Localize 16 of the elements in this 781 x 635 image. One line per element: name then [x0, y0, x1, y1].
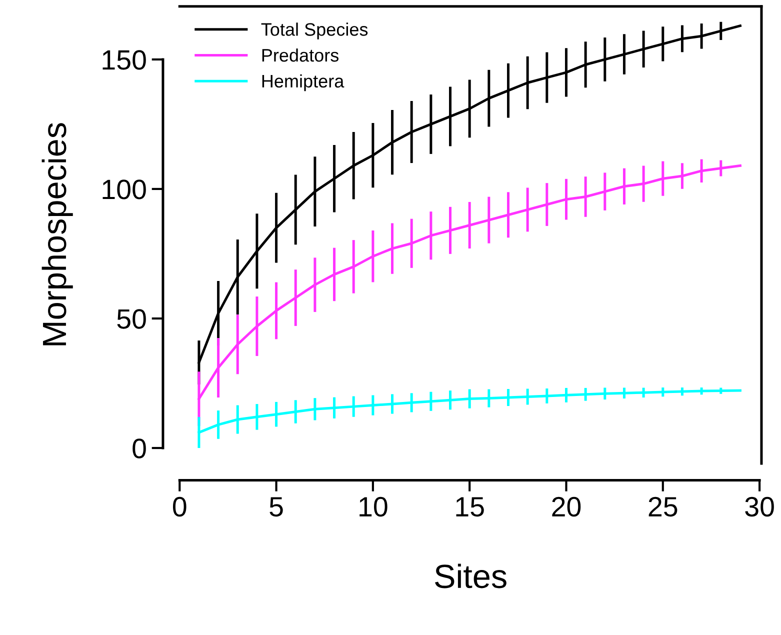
x-tick-label: 25 — [648, 496, 678, 517]
x-tick-label: 5 — [270, 497, 283, 517]
y-tick-label: 0 — [132, 438, 146, 458]
legend-label: Total Species — [261, 22, 368, 40]
y-tick-label: 100 — [102, 180, 146, 200]
y-axis-title: Morphospecies — [42, 123, 73, 346]
y-tick-label: 50 — [117, 309, 146, 329]
x-tick-label: 30 — [745, 496, 774, 517]
x-tick-label: 15 — [456, 497, 484, 517]
legend-label: Predators — [262, 48, 339, 62]
x-axis-title: Sites — [435, 564, 506, 588]
x-tick-label: 20 — [552, 496, 581, 517]
legend-label: Hemiptera — [262, 74, 344, 92]
y-tick-label: 150 — [102, 50, 146, 70]
x-tick-label: 10 — [360, 496, 388, 517]
x-tick-label: 0 — [172, 496, 186, 517]
